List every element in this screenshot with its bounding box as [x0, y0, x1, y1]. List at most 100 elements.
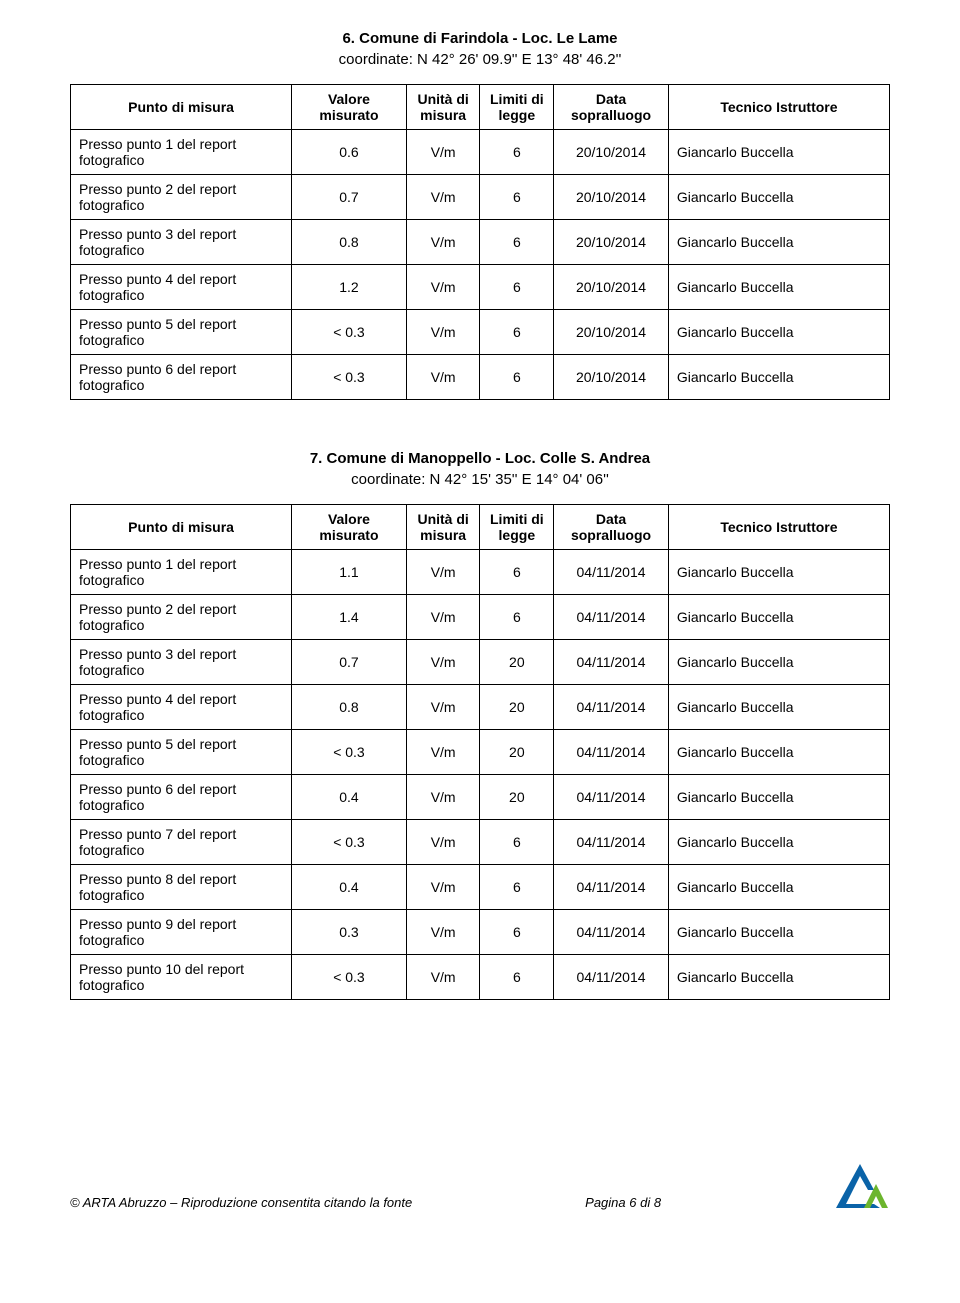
cell-point: Presso punto 2 del report fotografico [71, 595, 292, 640]
cell-unit: V/m [406, 685, 480, 730]
cell-date: 04/11/2014 [554, 685, 669, 730]
table-section1: Punto di misura Valore misurato Unità di… [70, 84, 890, 400]
cell-point: Presso punto 5 del report fotografico [71, 310, 292, 355]
table-header-row: Punto di misura Valore misurato Unità di… [71, 85, 890, 130]
cell-point: Presso punto 7 del report fotografico [71, 820, 292, 865]
cell-point: Presso punto 5 del report fotografico [71, 730, 292, 775]
cell-value: < 0.3 [292, 955, 407, 1000]
cell-date: 04/11/2014 [554, 910, 669, 955]
header-limit: Limiti di legge [480, 85, 554, 130]
cell-tech: Giancarlo Buccella [668, 550, 889, 595]
cell-unit: V/m [406, 595, 480, 640]
header-point: Punto di misura [71, 85, 292, 130]
cell-value: 0.8 [292, 685, 407, 730]
cell-unit: V/m [406, 310, 480, 355]
footer-left: © ARTA Abruzzo – Riproduzione consentita… [70, 1195, 412, 1210]
cell-value: 0.3 [292, 910, 407, 955]
cell-value: 0.4 [292, 775, 407, 820]
cell-value: 0.7 [292, 175, 407, 220]
cell-point: Presso punto 10 del report fotografico [71, 955, 292, 1000]
cell-limit: 20 [480, 640, 554, 685]
table-row: Presso punto 3 del report fotografico0.8… [71, 220, 890, 265]
cell-date: 04/11/2014 [554, 775, 669, 820]
cell-limit: 6 [480, 595, 554, 640]
cell-tech: Giancarlo Buccella [668, 175, 889, 220]
cell-limit: 20 [480, 730, 554, 775]
cell-tech: Giancarlo Buccella [668, 265, 889, 310]
header-limit: Limiti di legge [480, 505, 554, 550]
cell-limit: 6 [480, 265, 554, 310]
section2-coords: coordinate: N 42° 15' 35'' E 14° 04' 06'… [70, 471, 890, 488]
table-row: Presso punto 1 del report fotografico0.6… [71, 130, 890, 175]
table-row: Presso punto 6 del report fotografico< 0… [71, 355, 890, 400]
cell-unit: V/m [406, 550, 480, 595]
cell-point: Presso punto 3 del report fotografico [71, 220, 292, 265]
cell-date: 04/11/2014 [554, 550, 669, 595]
footer-right: Pagina 6 di 8 [585, 1195, 661, 1210]
cell-point: Presso punto 8 del report fotografico [71, 865, 292, 910]
cell-tech: Giancarlo Buccella [668, 775, 889, 820]
cell-date: 20/10/2014 [554, 265, 669, 310]
page-footer: © ARTA Abruzzo – Riproduzione consentita… [70, 1160, 890, 1210]
table-row: Presso punto 4 del report fotografico1.2… [71, 265, 890, 310]
cell-value: < 0.3 [292, 355, 407, 400]
cell-tech: Giancarlo Buccella [668, 820, 889, 865]
section1-title: 6. Comune di Farindola - Loc. Le Lame [70, 30, 890, 47]
cell-tech: Giancarlo Buccella [668, 730, 889, 775]
header-date: Data sopralluogo [554, 505, 669, 550]
table-row: Presso punto 8 del report fotografico0.4… [71, 865, 890, 910]
arta-logo-icon [834, 1160, 890, 1210]
header-unit: Unità di misura [406, 505, 480, 550]
cell-tech: Giancarlo Buccella [668, 130, 889, 175]
cell-unit: V/m [406, 730, 480, 775]
table-row: Presso punto 6 del report fotografico0.4… [71, 775, 890, 820]
cell-point: Presso punto 2 del report fotografico [71, 175, 292, 220]
cell-limit: 20 [480, 685, 554, 730]
cell-point: Presso punto 6 del report fotografico [71, 775, 292, 820]
cell-date: 04/11/2014 [554, 820, 669, 865]
cell-value: < 0.3 [292, 310, 407, 355]
cell-value: < 0.3 [292, 820, 407, 865]
cell-unit: V/m [406, 130, 480, 175]
cell-point: Presso punto 9 del report fotografico [71, 910, 292, 955]
cell-point: Presso punto 6 del report fotografico [71, 355, 292, 400]
table-row: Presso punto 4 del report fotografico0.8… [71, 685, 890, 730]
cell-date: 04/11/2014 [554, 640, 669, 685]
cell-limit: 6 [480, 910, 554, 955]
cell-value: 0.4 [292, 865, 407, 910]
cell-unit: V/m [406, 910, 480, 955]
cell-point: Presso punto 1 del report fotografico [71, 130, 292, 175]
cell-limit: 6 [480, 820, 554, 865]
cell-limit: 20 [480, 775, 554, 820]
cell-value: 0.6 [292, 130, 407, 175]
cell-value: 1.4 [292, 595, 407, 640]
cell-limit: 6 [480, 175, 554, 220]
cell-limit: 6 [480, 130, 554, 175]
cell-unit: V/m [406, 820, 480, 865]
cell-tech: Giancarlo Buccella [668, 640, 889, 685]
cell-point: Presso punto 4 del report fotografico [71, 685, 292, 730]
cell-unit: V/m [406, 865, 480, 910]
cell-unit: V/m [406, 955, 480, 1000]
cell-limit: 6 [480, 310, 554, 355]
cell-tech: Giancarlo Buccella [668, 685, 889, 730]
header-tech: Tecnico Istruttore [668, 85, 889, 130]
cell-limit: 6 [480, 220, 554, 265]
table-row: Presso punto 3 del report fotografico0.7… [71, 640, 890, 685]
cell-point: Presso punto 4 del report fotografico [71, 265, 292, 310]
cell-date: 20/10/2014 [554, 355, 669, 400]
cell-value: 0.7 [292, 640, 407, 685]
section2-title: 7. Comune di Manoppello - Loc. Colle S. … [70, 450, 890, 467]
cell-unit: V/m [406, 355, 480, 400]
cell-tech: Giancarlo Buccella [668, 955, 889, 1000]
cell-tech: Giancarlo Buccella [668, 310, 889, 355]
header-value: Valore misurato [292, 505, 407, 550]
table-header-row: Punto di misura Valore misurato Unità di… [71, 505, 890, 550]
table-row: Presso punto 7 del report fotografico< 0… [71, 820, 890, 865]
table-row: Presso punto 10 del report fotografico< … [71, 955, 890, 1000]
cell-limit: 6 [480, 955, 554, 1000]
cell-unit: V/m [406, 220, 480, 265]
header-value: Valore misurato [292, 85, 407, 130]
cell-limit: 6 [480, 865, 554, 910]
cell-tech: Giancarlo Buccella [668, 355, 889, 400]
